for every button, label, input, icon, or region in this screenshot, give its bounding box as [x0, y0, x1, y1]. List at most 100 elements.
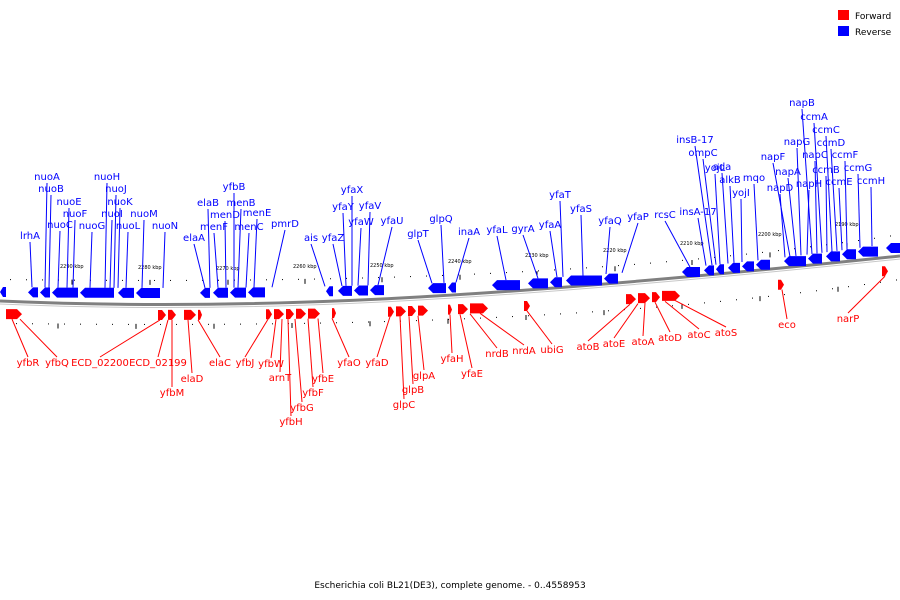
- leader-atod: [654, 301, 671, 333]
- leader-glpt: [417, 239, 433, 284]
- minor-tick: [896, 279, 897, 281]
- gene-label-ccmc: ccmC: [812, 125, 840, 136]
- leader-yfbj: [244, 319, 269, 358]
- gene-label-ada: ada: [713, 162, 732, 173]
- minor-tick: [736, 299, 737, 301]
- forward-gene-block-13: [408, 306, 416, 317]
- leader-yfao: [331, 318, 350, 358]
- legend-forward-swatch: [838, 10, 849, 20]
- minor-tick: [640, 307, 641, 309]
- minor-tick: [512, 316, 513, 318]
- gene-label-ccmb: ccmB: [812, 165, 840, 176]
- minor-tick: [794, 248, 795, 250]
- forward-gene-block-20: [638, 293, 650, 304]
- leader-yfah: [449, 314, 453, 354]
- minor-tick: [154, 279, 155, 281]
- leader-yfat: [559, 200, 564, 277]
- gene-label-yfay: yfaY: [332, 202, 355, 213]
- leader-insb-17: [694, 145, 713, 266]
- gene-label-yfas: yfaS: [570, 204, 592, 215]
- minor-tick: [544, 314, 545, 316]
- leader-yfas: [580, 214, 584, 276]
- minor-tick: [464, 318, 465, 320]
- minor-tick: [506, 272, 507, 274]
- minor-tick: [336, 322, 337, 324]
- leader-yfbr: [11, 318, 29, 358]
- minor-tick: [496, 316, 497, 318]
- reverse-gene-block-31: [842, 249, 856, 260]
- minor-tick: [112, 323, 113, 325]
- minor-tick: [832, 288, 833, 290]
- minor-tick: [880, 281, 881, 283]
- gene-label-napd: napD: [767, 183, 794, 194]
- minor-tick: [618, 265, 619, 267]
- reverse-gene-block-3: [52, 287, 78, 298]
- leader-ccmf: [844, 160, 848, 250]
- leader-elad: [187, 319, 193, 374]
- leader-yfaa: [549, 230, 558, 278]
- gene-label-nuog: nuoG: [79, 221, 106, 232]
- gene-label-naph: napH: [796, 179, 822, 190]
- leader-narp: [847, 275, 886, 314]
- leader-ccmb: [825, 175, 828, 253]
- minor-tick: [762, 251, 763, 253]
- gene-label-yfap: yfaP: [627, 212, 649, 223]
- minor-tick: [346, 277, 347, 279]
- gene-label-ccmh: ccmH: [857, 176, 885, 187]
- leader-nuom: [141, 219, 145, 288]
- minor-tick: [730, 255, 731, 257]
- minor-tick: [368, 321, 369, 323]
- gene-label-eco: eco: [778, 320, 796, 331]
- minor-tick: [560, 313, 561, 315]
- minor-tick: [202, 279, 203, 281]
- gene-label-yfao: yfaO: [337, 358, 361, 369]
- gene-label-napc: napC: [802, 150, 828, 161]
- reverse-gene-block-33: [886, 243, 900, 254]
- gene-label-yfaz: yfaZ: [322, 233, 345, 244]
- minor-tick: [720, 300, 721, 302]
- leader-menc: [245, 232, 250, 288]
- leader-nuoi: [109, 219, 113, 288]
- minor-tick: [538, 270, 539, 272]
- leader-menf: [213, 232, 219, 288]
- reverse-gene-block-19: [550, 277, 562, 288]
- minor-tick: [858, 240, 859, 242]
- gene-label-nuoc: nuoC: [47, 220, 73, 231]
- reverse-gene-block-27: [756, 259, 770, 270]
- minor-tick: [64, 323, 65, 325]
- reverse-gene-block-10: [248, 287, 265, 298]
- tick-label-4: 2250 kbp: [370, 263, 394, 269]
- minor-tick: [778, 250, 779, 252]
- minor-tick: [32, 323, 33, 325]
- forward-gene-block-1: [158, 309, 166, 320]
- gene-label-yfae: yfaE: [461, 369, 483, 380]
- leader-ccme: [838, 187, 843, 251]
- forward-gene-block-5: [266, 309, 272, 320]
- leader-ada: [721, 172, 729, 264]
- leader-elaa: [193, 243, 206, 288]
- minor-tick: [160, 323, 161, 325]
- gene-label-yfah: yfaH: [440, 354, 463, 365]
- gene-label-yfbm: yfbM: [160, 388, 184, 399]
- minor-tick: [490, 272, 491, 274]
- leader-ccmh: [870, 186, 873, 247]
- gene-label-ompc: ompC: [688, 148, 717, 159]
- reverse-gene-block-30: [826, 251, 840, 262]
- minor-tick: [426, 275, 427, 277]
- minor-tick: [80, 323, 81, 325]
- gene-label-yojl: yojL: [705, 163, 726, 174]
- leader-inaa: [455, 237, 470, 283]
- leader-yfbf: [307, 318, 314, 388]
- minor-tick: [528, 315, 529, 317]
- tick-label-3: 2260 kbp: [293, 264, 317, 270]
- legend-reverse-swatch: [838, 26, 849, 36]
- minor-tick: [714, 256, 715, 258]
- gene-label-ccmf: ccmF: [832, 150, 859, 161]
- gene-label-insb-17: insB-17: [676, 135, 714, 146]
- gene-label-atod: atoD: [658, 333, 682, 344]
- leader-ubig: [526, 310, 553, 345]
- reverse-gene-block-28: [784, 256, 806, 267]
- gene-label-yfbr: yfbR: [17, 358, 40, 369]
- gene-label-atob: atoB: [576, 342, 599, 353]
- forward-gene-block-10: [332, 308, 336, 319]
